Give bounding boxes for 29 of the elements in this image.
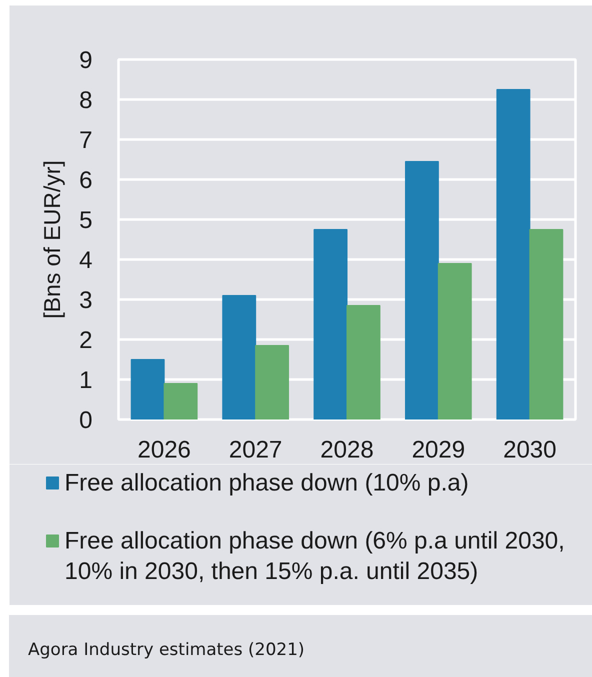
x-tick-label: 2029: [412, 436, 466, 464]
bar: [404, 161, 439, 420]
bar: [438, 263, 472, 420]
y-tick-label: 3: [79, 287, 93, 314]
x-tick-label: 2028: [320, 436, 374, 464]
y-tick-label: 5: [79, 207, 93, 234]
bar: [222, 295, 256, 420]
bar: [255, 345, 290, 420]
y-tick-label: 4: [79, 247, 93, 274]
bar: [496, 89, 530, 420]
y-tick-label: 7: [79, 127, 93, 154]
legend-label: Free allocation phase down (6% p.a until 2030, 10% in 2030, then 15% p.a. until 2035): [64, 528, 565, 585]
y-tick-label: 2: [79, 327, 93, 354]
y-tick-label: 0: [79, 407, 93, 434]
x-tick-label: 2030: [503, 436, 556, 464]
bar: [529, 229, 564, 420]
x-tick-label: 2026: [138, 436, 191, 464]
y-tick-label: 8: [79, 87, 93, 114]
text: Agora Industry estimates (2021): [28, 639, 305, 662]
y-tick-label: 1: [79, 367, 93, 394]
bar: [164, 383, 198, 420]
bar: [314, 229, 348, 420]
y-tick-label: 6: [79, 167, 93, 194]
bar: [130, 359, 165, 420]
legend-label: Free allocation phase down (10% p.a): [64, 470, 469, 496]
y-axis-title: [Bns of EUR/yr]: [39, 160, 66, 319]
x-tick-label: 2027: [228, 436, 282, 464]
bar: [346, 305, 380, 420]
y-tick-label: 9: [79, 47, 93, 74]
